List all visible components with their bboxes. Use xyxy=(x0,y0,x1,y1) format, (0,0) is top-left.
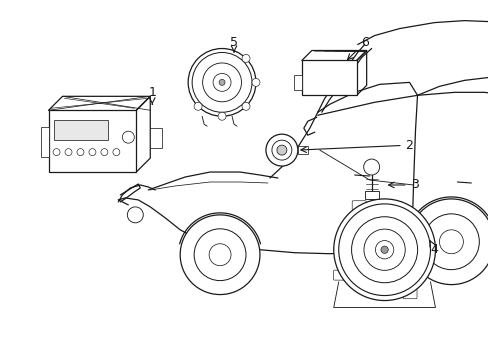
Circle shape xyxy=(89,149,96,156)
Circle shape xyxy=(192,53,251,112)
Circle shape xyxy=(122,131,134,143)
Circle shape xyxy=(375,240,393,259)
Circle shape xyxy=(265,134,297,166)
FancyBboxPatch shape xyxy=(333,270,347,280)
Bar xyxy=(53,120,108,140)
Circle shape xyxy=(251,78,260,86)
Circle shape xyxy=(180,215,260,294)
Text: 2: 2 xyxy=(300,139,413,153)
Circle shape xyxy=(218,112,225,120)
Circle shape xyxy=(188,49,255,116)
FancyBboxPatch shape xyxy=(402,289,416,299)
Circle shape xyxy=(202,63,241,102)
Bar xyxy=(364,191,378,199)
Circle shape xyxy=(101,149,108,156)
Circle shape xyxy=(77,149,84,156)
Bar xyxy=(48,110,136,172)
Text: 6: 6 xyxy=(347,36,368,60)
Circle shape xyxy=(242,54,249,62)
Circle shape xyxy=(242,102,249,110)
Circle shape xyxy=(271,140,291,160)
FancyBboxPatch shape xyxy=(421,219,435,229)
Circle shape xyxy=(423,214,478,270)
Circle shape xyxy=(338,204,429,296)
Bar xyxy=(297,146,307,154)
Circle shape xyxy=(194,229,245,280)
Circle shape xyxy=(53,149,60,156)
Text: 5: 5 xyxy=(229,36,238,52)
Circle shape xyxy=(219,80,224,85)
Text: 1: 1 xyxy=(148,86,156,104)
Circle shape xyxy=(363,159,379,175)
Circle shape xyxy=(333,199,435,301)
Circle shape xyxy=(276,145,286,155)
Circle shape xyxy=(439,230,463,254)
Bar xyxy=(301,60,356,95)
Bar xyxy=(150,128,162,148)
Circle shape xyxy=(127,207,143,223)
Bar xyxy=(41,127,48,157)
FancyBboxPatch shape xyxy=(351,201,366,211)
Circle shape xyxy=(194,102,202,110)
Text: 4: 4 xyxy=(429,240,438,256)
Circle shape xyxy=(209,244,230,266)
Circle shape xyxy=(65,149,72,156)
Circle shape xyxy=(113,149,120,156)
Circle shape xyxy=(407,199,488,285)
Circle shape xyxy=(351,217,417,283)
Circle shape xyxy=(213,73,230,91)
Circle shape xyxy=(380,246,387,253)
Bar xyxy=(293,75,301,90)
Text: 3: 3 xyxy=(388,179,418,192)
Circle shape xyxy=(363,229,405,270)
